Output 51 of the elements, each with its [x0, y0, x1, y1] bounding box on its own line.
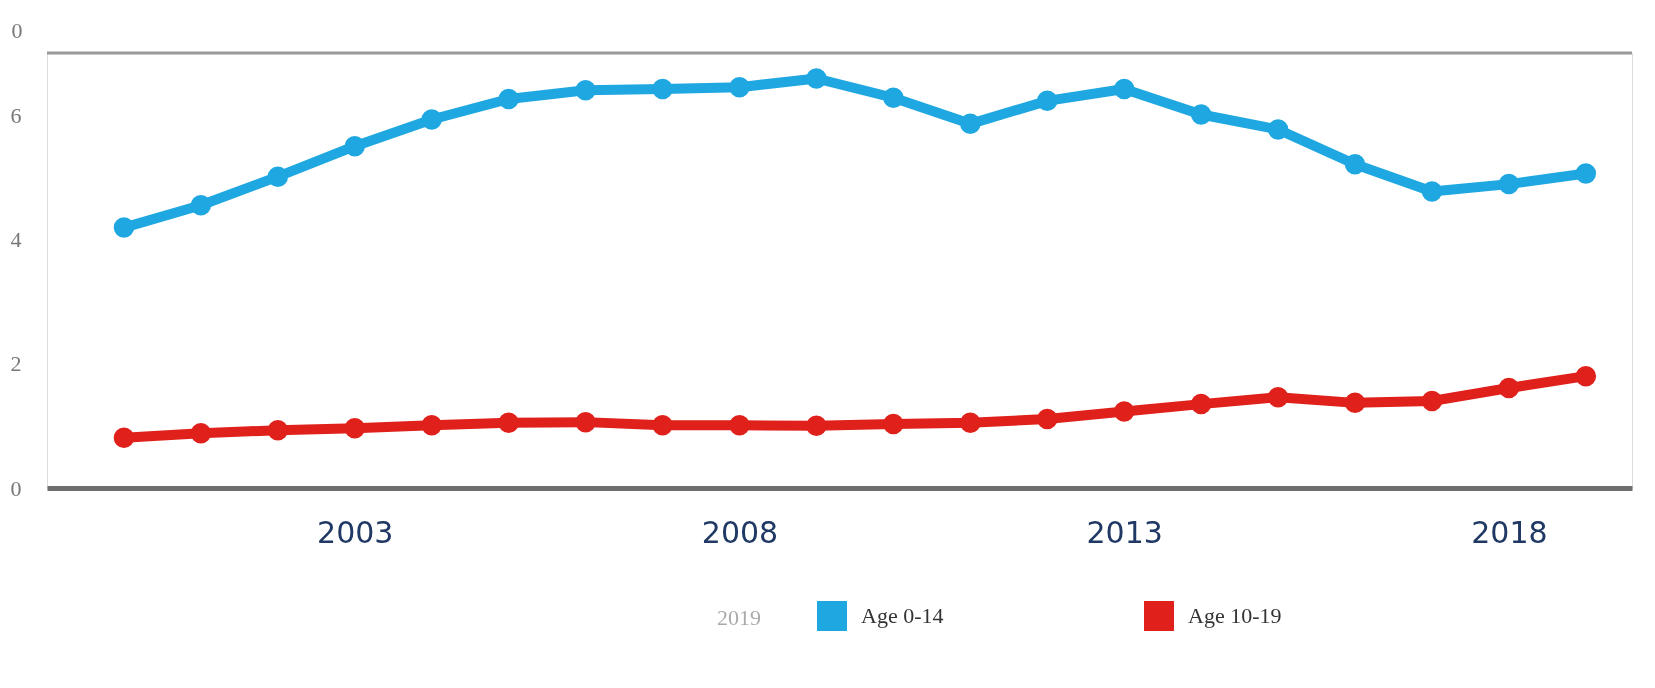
text: 2019: [717, 605, 761, 630]
point: [113, 217, 135, 238]
point: [1113, 401, 1135, 422]
point: [421, 415, 442, 436]
point: [1498, 377, 1520, 399]
point: [1267, 387, 1289, 408]
legend-label: Age 0-14: [861, 603, 944, 628]
point: [1190, 104, 1212, 125]
point: [190, 195, 212, 216]
y-tick-label: 2: [10, 351, 22, 377]
point: [1037, 90, 1058, 112]
y-tick-label: 0: [10, 475, 22, 501]
point: [575, 411, 596, 433]
point: [1267, 119, 1289, 140]
point: [344, 135, 366, 157]
point: [652, 415, 673, 436]
point: [806, 415, 827, 437]
x-tick-label: 2003: [317, 514, 394, 550]
point: [806, 68, 827, 89]
point: [421, 109, 442, 130]
point: [1421, 181, 1443, 202]
point: [960, 113, 981, 135]
point: [1575, 163, 1597, 184]
legend-label: Age 10-19: [1188, 603, 1282, 628]
x-tick-label: 2013: [1086, 514, 1163, 550]
point: [883, 87, 904, 108]
point: [652, 78, 673, 100]
point: [1190, 393, 1212, 415]
y-tick-label: 6: [10, 102, 22, 128]
point: [1344, 154, 1366, 175]
point: [113, 427, 135, 448]
point: [1498, 173, 1520, 195]
y-tick-label: 4: [10, 226, 22, 252]
point: [1575, 365, 1597, 387]
point: [883, 413, 904, 435]
point: [267, 419, 289, 441]
point: [190, 423, 212, 444]
point: [267, 166, 289, 187]
point: [575, 80, 596, 101]
point: [729, 415, 750, 436]
point: [1344, 392, 1366, 414]
x-tick-label: 2018: [1471, 514, 1548, 550]
point: [729, 76, 750, 98]
point: [498, 88, 519, 110]
x-tick-label: 2008: [701, 514, 779, 550]
point: [498, 412, 519, 433]
point: [1421, 390, 1443, 412]
point: [1037, 408, 1058, 430]
point: [344, 418, 366, 439]
point: [960, 412, 981, 433]
point: [1113, 78, 1135, 100]
